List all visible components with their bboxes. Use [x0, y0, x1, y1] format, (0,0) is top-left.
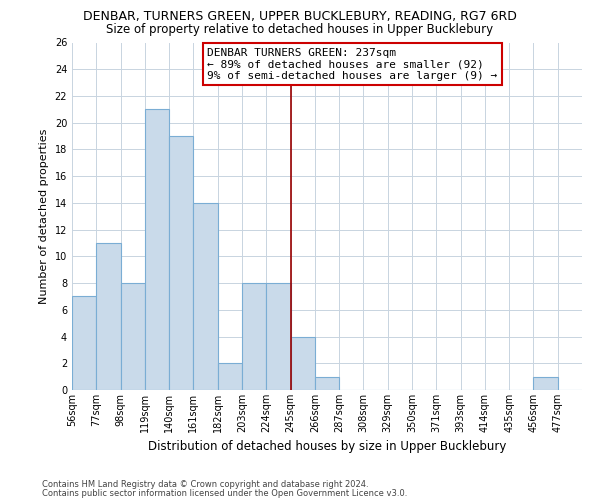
Text: Contains public sector information licensed under the Open Government Licence v3: Contains public sector information licen… [42, 488, 407, 498]
Text: DENBAR, TURNERS GREEN, UPPER BUCKLEBURY, READING, RG7 6RD: DENBAR, TURNERS GREEN, UPPER BUCKLEBURY,… [83, 10, 517, 23]
Bar [96, 243, 121, 390]
Bar [193, 203, 218, 390]
Bar [169, 136, 193, 390]
Bar [266, 283, 290, 390]
Text: Contains HM Land Registry data © Crown copyright and database right 2024.: Contains HM Land Registry data © Crown c… [42, 480, 368, 489]
X-axis label: Distribution of detached houses by size in Upper Bucklebury: Distribution of detached houses by size … [148, 440, 506, 454]
Text: DENBAR TURNERS GREEN: 237sqm
← 89% of detached houses are smaller (92)
9% of sem: DENBAR TURNERS GREEN: 237sqm ← 89% of de… [207, 48, 497, 81]
Bar [218, 364, 242, 390]
Y-axis label: Number of detached properties: Number of detached properties [39, 128, 49, 304]
Bar [121, 283, 145, 390]
Bar [242, 283, 266, 390]
Bar [72, 296, 96, 390]
Bar [533, 376, 558, 390]
Bar [145, 110, 169, 390]
Bar [290, 336, 315, 390]
Bar [315, 376, 339, 390]
Text: Size of property relative to detached houses in Upper Bucklebury: Size of property relative to detached ho… [106, 22, 494, 36]
